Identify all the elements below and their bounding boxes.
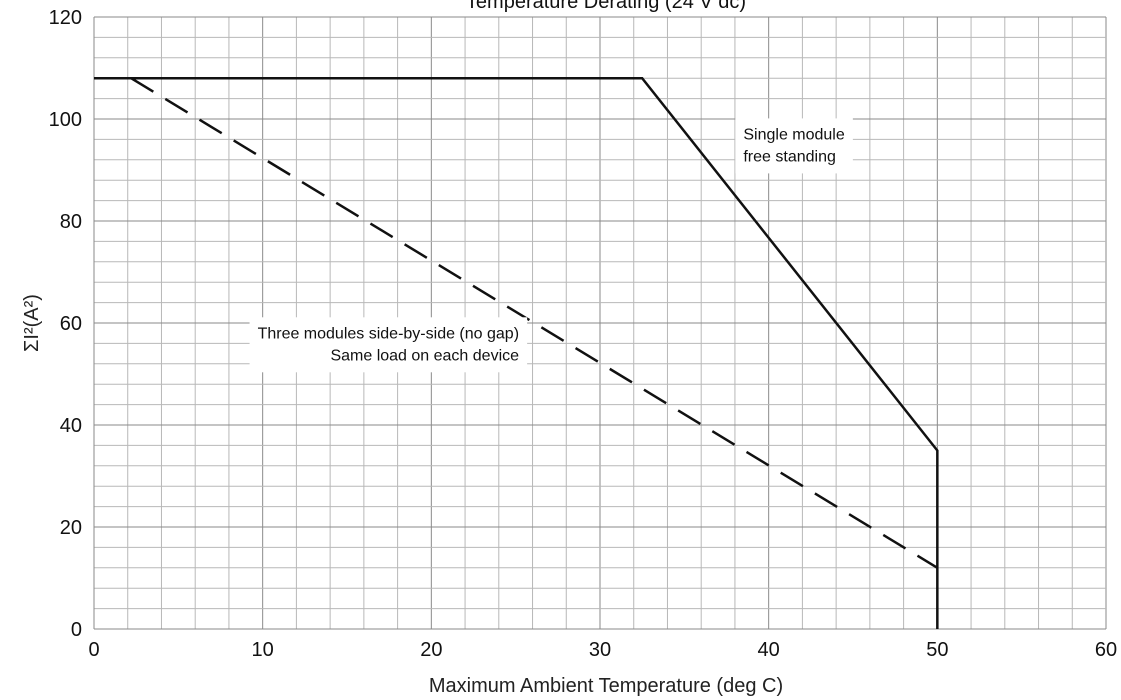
y-tick-label: 20 (60, 517, 82, 539)
x-tick-label: 40 (758, 639, 780, 661)
y-tick-label: 40 (60, 415, 82, 437)
tick-labels: 0 10 20 30 40 50 60 0 20 40 60 80 100 120 (49, 7, 1118, 661)
annotation-1: Single module free standing (735, 118, 853, 174)
x-axis-title: Maximum Ambient Temperature (deg C) (429, 675, 783, 697)
annotation-text-line: Single module (743, 126, 845, 143)
x-tick-label: 20 (420, 639, 442, 661)
annotation-text-line: free standing (743, 148, 836, 165)
annotation-text-line: Same load on each device (330, 347, 519, 364)
series-line-single-module (94, 76, 939, 629)
x-tick-label: 30 (589, 639, 611, 661)
y-axis-title: ΣI²(A²) (21, 294, 43, 352)
y-tick-label: 80 (60, 211, 82, 233)
y-tick-label: 60 (60, 313, 82, 335)
x-tick-label: 50 (926, 639, 948, 661)
annotation-background (249, 317, 528, 373)
series-group (94, 76, 939, 629)
x-tick-label: 60 (1095, 639, 1117, 661)
y-tick-label: 120 (49, 7, 82, 29)
x-tick-label: 10 (252, 639, 274, 661)
annotation-background (735, 118, 853, 174)
grid (93, 16, 1107, 630)
annotation-text-line: Three modules side-by-side (no gap) (258, 325, 519, 342)
chart-title: Temperature Derating (24 V dc) (466, 0, 746, 13)
y-tick-label: 0 (71, 619, 82, 641)
annotation-2: Three modules side-by-side (no gap) Same … (249, 317, 528, 373)
y-tick-label: 100 (49, 109, 82, 131)
x-tick-label: 0 (88, 639, 99, 661)
annotations: Single module free standing Three modules … (249, 118, 853, 373)
